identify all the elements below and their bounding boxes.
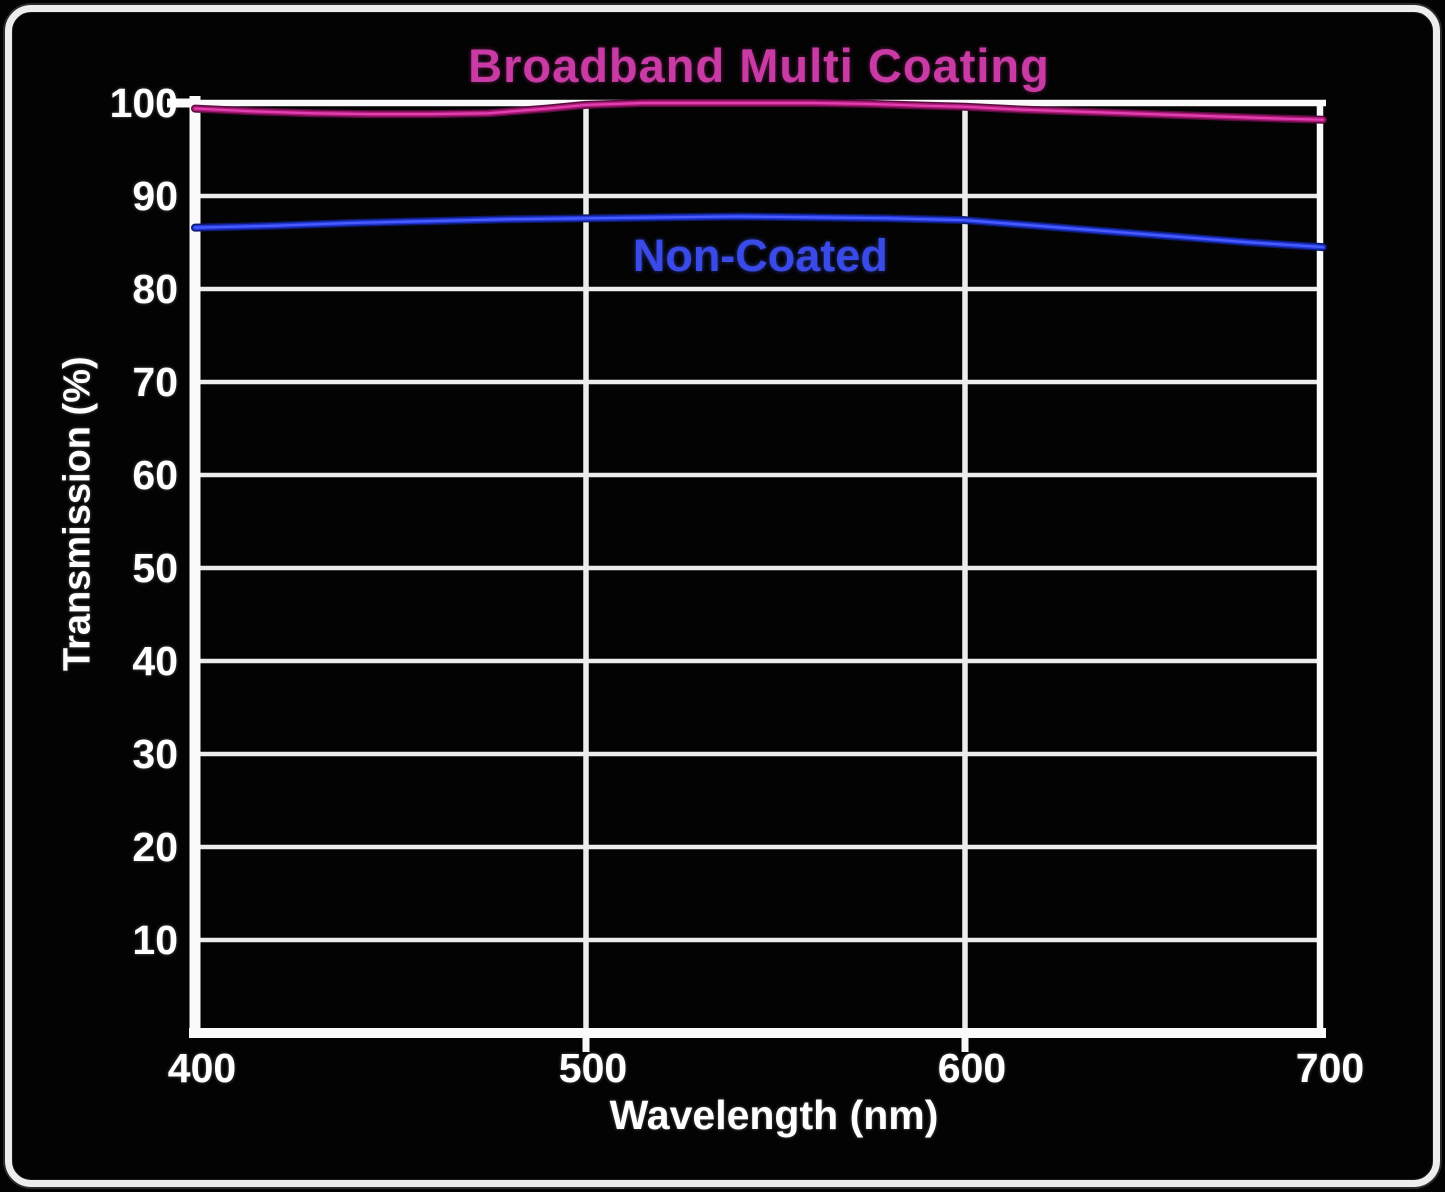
series-core-non-coated [193, 215, 1325, 249]
y-tick-label-60: 60 [132, 452, 178, 498]
x-tick-label-400: 400 [167, 1045, 237, 1091]
x-tick-label-600: 600 [937, 1045, 1007, 1091]
y-tick-label-80: 80 [132, 266, 178, 312]
y-tick-label-40: 40 [132, 638, 178, 684]
y-tick-label-50: 50 [132, 545, 178, 591]
series-core-broadband-multi-coating [193, 101, 1325, 121]
y-tick-label-20: 20 [132, 824, 178, 870]
x-axis-title: Wavelength (nm) [609, 1092, 939, 1138]
y-tick-label-100: 100 [109, 80, 178, 126]
x-tick-label-700: 700 [1295, 1045, 1365, 1091]
y-tick-label-90: 90 [132, 173, 178, 219]
y-tick-label-30: 30 [132, 731, 178, 777]
y-tick-label-70: 70 [132, 359, 178, 405]
x-tick-label-500: 500 [558, 1045, 628, 1091]
y-tick-label-10: 10 [132, 917, 178, 963]
chart-title: Broadband Multi Coating [468, 39, 1050, 92]
series-label-non-coated: Non-Coated [632, 229, 888, 281]
